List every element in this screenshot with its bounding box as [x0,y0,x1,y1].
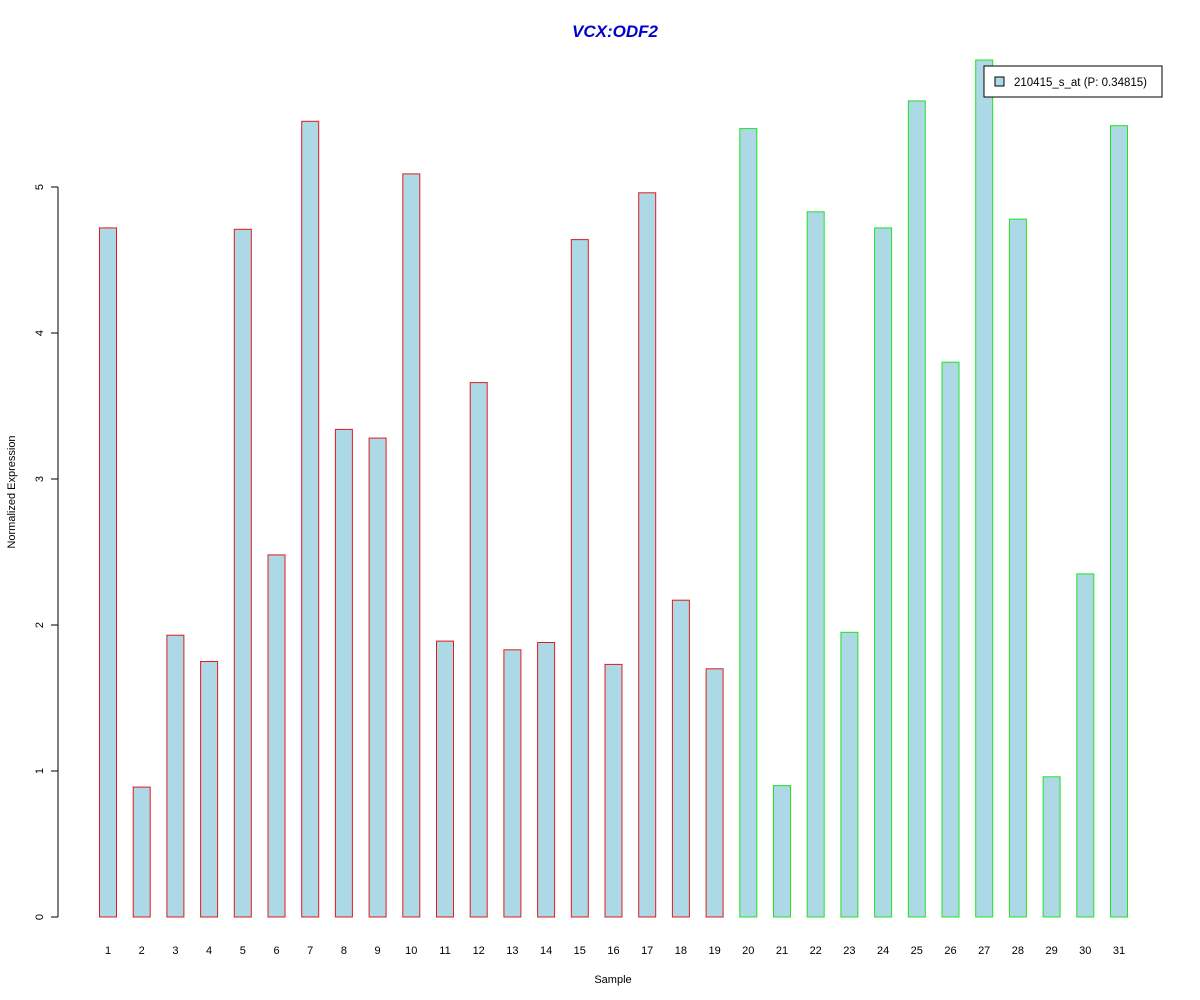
bar-sample-21 [773,785,791,918]
x-tick-label: 15 [574,945,586,957]
bar-sample-18 [671,599,690,918]
bar-sample-31 [1110,125,1128,918]
bar-sample-17 [638,192,657,918]
x-tick-label: 6 [273,945,279,957]
x-tick-label: 10 [405,945,417,957]
bar-sample-12 [469,382,488,918]
chart-title: VCX:ODF2 [572,22,659,41]
bar-sample-24 [874,227,893,918]
x-tick-label: 22 [810,945,822,957]
bar-sample-29 [1042,776,1061,918]
y-tick-label: 0 [34,914,46,920]
x-tick-label: 29 [1045,945,1057,957]
bar-sample-30 [1076,573,1095,918]
bar-sample-6 [267,554,286,918]
x-tick-label: 23 [843,945,855,957]
x-tick-label: 20 [742,945,754,957]
bar-sample-27 [975,59,994,918]
legend-box [983,65,1163,98]
x-tick-label: 7 [307,945,313,957]
x-tick-labels: 1 2 3 4 5 6 7 8 9 10 11 12 13 14 15 16 17 18 19 20 21 22 23 24 2… [105,945,1125,957]
bar-sample-9 [368,437,387,918]
x-tick-label: 11 [439,945,450,957]
x-tick-label: 14 [540,945,552,957]
bar-sample-4 [200,661,219,918]
x-tick-label: 17 [641,945,653,957]
bar-sample-11 [436,640,454,918]
x-tick-label: 2 [139,945,145,957]
x-tick-label: 31 [1113,945,1125,957]
bar-sample-8 [334,428,353,918]
y-tick-label: 2 [34,622,46,628]
bar-sample-13 [503,649,522,918]
y-tick-label: 5 [34,184,46,190]
x-tick-label: 5 [240,945,246,957]
y-axis-label: Normalized Expression [6,435,18,548]
x-tick-label: 1 [105,945,111,957]
x-tick-label: 8 [341,945,347,957]
y-tick-label: 3 [34,476,46,482]
x-axis-label: Sample [594,974,631,986]
bar-sample-28 [1008,218,1027,918]
bar-sample-20 [739,128,758,918]
bar-sample-1 [99,227,117,918]
y-tick-label: 1 [34,768,46,774]
x-tick-label: 4 [206,945,212,957]
x-tick-label: 19 [708,945,720,957]
y-axis: 0 1 2 3 4 5 [34,184,59,920]
x-tick-label: 13 [506,945,518,957]
x-tick-label: 12 [473,945,485,957]
bar-sample-16 [604,663,623,918]
bar-sample-10 [402,173,421,918]
bar-sample-19 [705,668,724,918]
bar-sample-23 [840,631,859,918]
legend: 210415_s_at (P: 0.34815) [983,65,1163,98]
y-tick-label: 4 [34,330,46,336]
x-tick-label: 28 [1012,945,1024,957]
x-tick-label: 18 [675,945,687,957]
bar-sample-7 [301,120,320,918]
bar-sample-2 [132,786,151,918]
bar-series [99,59,1128,918]
x-tick-label: 26 [944,945,956,957]
x-tick-label: 16 [607,945,619,957]
bar-sample-3 [166,634,185,918]
legend-swatch [994,76,1005,87]
bar-sample-15 [570,239,589,918]
x-tick-label: 24 [877,945,889,957]
bar-sample-5 [233,228,252,918]
bar-sample-14 [537,642,556,918]
x-tick-label: 3 [172,945,178,957]
x-tick-label: 27 [978,945,990,957]
x-tick-label: 30 [1079,945,1091,957]
legend-label: 210415_s_at (P: 0.34815) [1014,77,1147,89]
bar-sample-25 [907,100,926,918]
bar-sample-26 [941,361,960,918]
bar-sample-22 [806,211,825,918]
x-tick-label: 21 [776,945,788,957]
x-tick-label: 25 [911,945,923,957]
x-tick-label: 9 [375,945,381,957]
